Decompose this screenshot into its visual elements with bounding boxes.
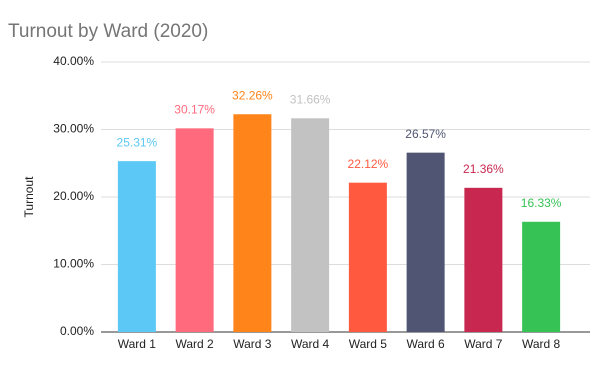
bar [348,182,387,332]
y-tick-label: 10.00% [53,257,94,271]
data-label: 22.12% [348,157,389,171]
bar [406,152,445,332]
data-label: 21.36% [463,162,504,176]
bar [464,187,503,332]
x-tick-label: Ward 8 [522,337,561,351]
data-label: 31.66% [290,92,331,106]
data-label: 26.57% [405,127,446,141]
bar [175,128,214,332]
x-tick-label: Ward 7 [464,337,503,351]
y-tick-label: 30.00% [53,122,94,136]
x-tick-label: Ward 4 [291,337,330,351]
y-tick-label: 40.00% [53,54,94,68]
y-axis-label: Turnout [22,176,36,218]
chart-title: Turnout by Ward (2020) [8,21,208,42]
x-tick-label: Ward 5 [349,337,388,351]
bar [233,114,272,333]
data-label: 32.26% [232,88,273,102]
x-tick-label: Ward 3 [233,337,272,351]
data-label: 25.31% [117,135,158,149]
x-tick-label: Ward 6 [407,337,446,351]
x-tick-label: Ward 2 [176,337,215,351]
data-label: 16.33% [521,196,562,210]
y-tick-label: 20.00% [53,189,94,203]
data-label: 30.17% [174,103,215,117]
bar [291,118,330,332]
y-tick-label: 0.00% [60,324,94,338]
bar [117,161,156,332]
x-tick-label: Ward 1 [118,337,157,351]
bar [522,221,561,332]
